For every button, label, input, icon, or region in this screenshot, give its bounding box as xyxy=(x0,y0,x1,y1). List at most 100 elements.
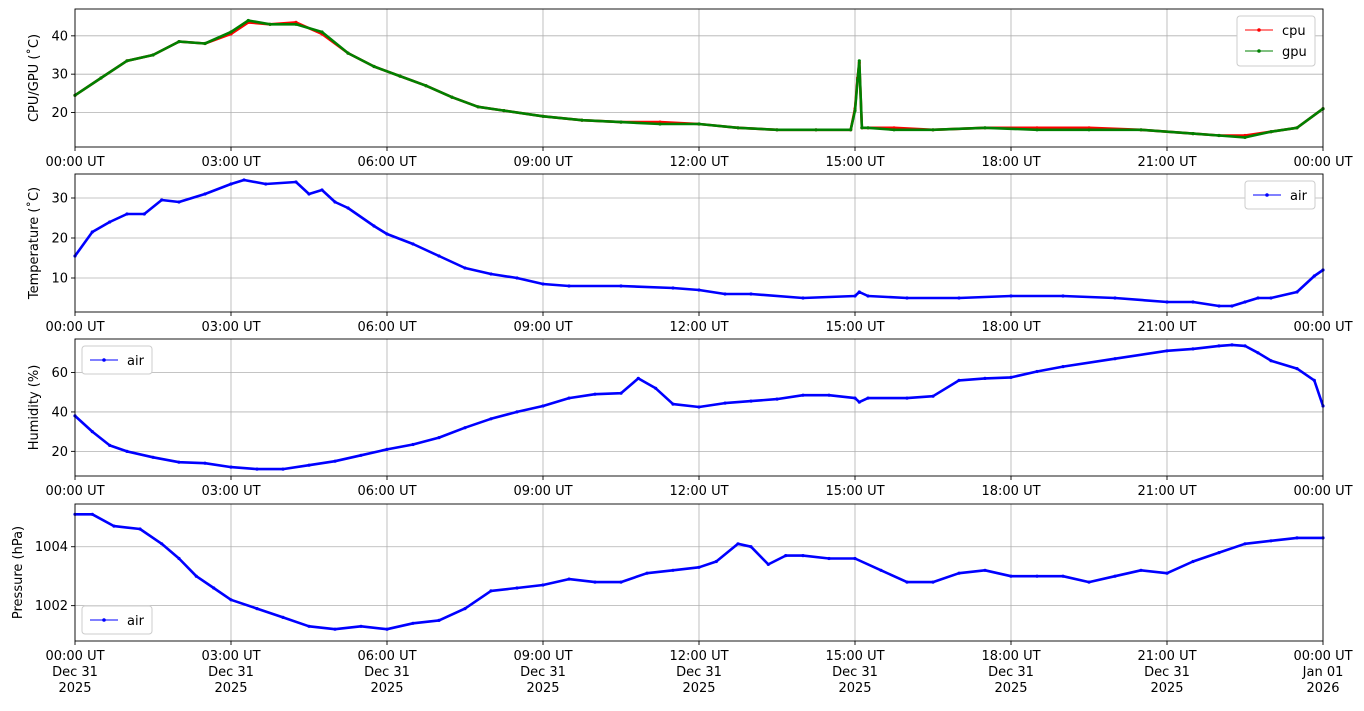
x-tick-label: 12:00 UT xyxy=(669,155,728,170)
data-point-air xyxy=(229,598,233,602)
x-tick-label: 21:00 UT xyxy=(1137,155,1196,170)
x-tick-label-line: 12:00 UT xyxy=(669,320,728,335)
data-point-gpu xyxy=(1269,130,1273,134)
data-point-air xyxy=(385,447,389,451)
data-point-air xyxy=(307,463,311,467)
x-tick-label: 00:00 UT xyxy=(45,320,104,335)
data-point-air xyxy=(1295,536,1299,540)
data-point-air xyxy=(1191,347,1195,351)
x-tick-label-line: 18:00 UT xyxy=(981,649,1040,664)
x-tick-label-line: 2025 xyxy=(58,681,91,696)
data-point-air xyxy=(671,402,675,406)
data-point-air xyxy=(138,527,142,531)
data-point-air xyxy=(255,607,259,611)
data-point-air xyxy=(515,410,519,414)
data-point-air xyxy=(853,556,857,561)
x-tick-label: 21:00 UT Dec 31 2025 xyxy=(1137,649,1196,696)
data-point-air xyxy=(489,272,493,276)
x-tick-label-line: Dec 31 xyxy=(52,665,98,680)
data-point-air xyxy=(1243,542,1247,546)
data-point-air xyxy=(90,230,94,234)
data-point-gpu xyxy=(580,118,584,122)
data-point-gpu xyxy=(424,84,428,88)
data-point-air xyxy=(736,542,740,546)
data-point-air xyxy=(1256,296,1260,300)
legend-label-air: air xyxy=(127,354,145,369)
data-point-air xyxy=(931,580,935,584)
data-point-air xyxy=(112,524,116,528)
data-point-air xyxy=(619,580,623,584)
y-tick-label: 20 xyxy=(51,106,68,121)
data-point-gpu xyxy=(294,22,298,26)
data-point-air xyxy=(463,426,467,430)
data-point-air xyxy=(749,292,753,296)
data-point-air xyxy=(857,290,861,294)
y-tick-label: 20 xyxy=(51,445,68,460)
data-point-gpu xyxy=(658,122,662,126)
data-point-air xyxy=(697,565,701,569)
x-tick-label-line: 2025 xyxy=(370,681,403,696)
x-tick-label-line: Dec 31 xyxy=(520,665,566,680)
data-point-gpu xyxy=(99,76,103,80)
x-tick-label-line: 09:00 UT xyxy=(513,484,572,499)
series-line-gpu xyxy=(74,19,1324,139)
legend-marker-air xyxy=(1265,193,1269,197)
x-tick-label-line: 00:00 UT xyxy=(1293,320,1352,335)
data-point-gpu xyxy=(892,128,896,132)
data-point-air xyxy=(411,442,415,447)
data-point-gpu xyxy=(931,128,935,132)
x-tick-label: 06:00 UT xyxy=(357,320,416,335)
data-point-air xyxy=(264,182,268,186)
data-point-air xyxy=(1230,343,1234,347)
data-point-air xyxy=(541,282,545,286)
data-point-air xyxy=(281,467,285,471)
x-tick-label-line: 12:00 UT xyxy=(669,649,728,664)
data-point-air xyxy=(203,192,207,196)
data-point-air xyxy=(1113,296,1117,300)
data-point-air xyxy=(194,574,198,578)
data-point-air xyxy=(177,556,181,561)
data-point-air xyxy=(90,512,94,516)
x-tick-label-line: 09:00 UT xyxy=(513,320,572,335)
data-point-gpu xyxy=(736,126,740,130)
data-point-air xyxy=(1113,357,1117,361)
data-point-air xyxy=(1191,559,1195,564)
data-point-air xyxy=(437,436,441,440)
data-point-air xyxy=(714,559,718,564)
data-point-gpu xyxy=(246,18,250,23)
y-tick-label: 40 xyxy=(51,29,68,44)
data-point-air xyxy=(983,376,987,380)
x-tick-label-line: Dec 31 xyxy=(364,665,410,680)
x-tick-label: 15:00 UT Dec 31 2025 xyxy=(825,649,884,696)
data-point-air xyxy=(489,417,493,421)
x-tick-label-line: 15:00 UT xyxy=(825,484,884,499)
x-tick-label: 03:00 UT Dec 31 2025 xyxy=(201,649,260,696)
data-point-air xyxy=(567,396,571,400)
x-tick-label-line: 18:00 UT xyxy=(981,155,1040,170)
data-point-air xyxy=(1269,296,1273,300)
data-point-gpu xyxy=(857,59,861,63)
y-axis-label: Temperature (˚C) xyxy=(26,187,42,300)
legend-label-air: air xyxy=(1290,189,1308,204)
data-point-air xyxy=(151,455,155,459)
x-tick-label-line: 00:00 UT xyxy=(45,649,104,664)
legend-label-air: air xyxy=(127,614,145,629)
legend: air xyxy=(81,345,153,375)
data-point-air xyxy=(1269,359,1273,363)
y-tick-label: 1002 xyxy=(35,599,68,614)
y-tick-label: 10 xyxy=(51,272,68,287)
x-tick-label: 15:00 UT xyxy=(825,484,884,499)
data-point-air xyxy=(1165,300,1169,304)
data-point-air xyxy=(372,224,376,228)
x-tick-label: 06:00 UT xyxy=(357,155,416,170)
data-point-air xyxy=(1191,300,1195,304)
x-tick-label: 12:00 UT xyxy=(669,320,728,335)
data-point-air xyxy=(242,178,246,182)
x-tick-label-line: 2025 xyxy=(838,681,871,696)
data-point-air xyxy=(1295,290,1299,294)
data-point-air xyxy=(801,554,805,558)
data-point-gpu xyxy=(1295,126,1299,130)
data-point-gpu xyxy=(814,128,818,132)
data-point-air xyxy=(333,459,337,463)
